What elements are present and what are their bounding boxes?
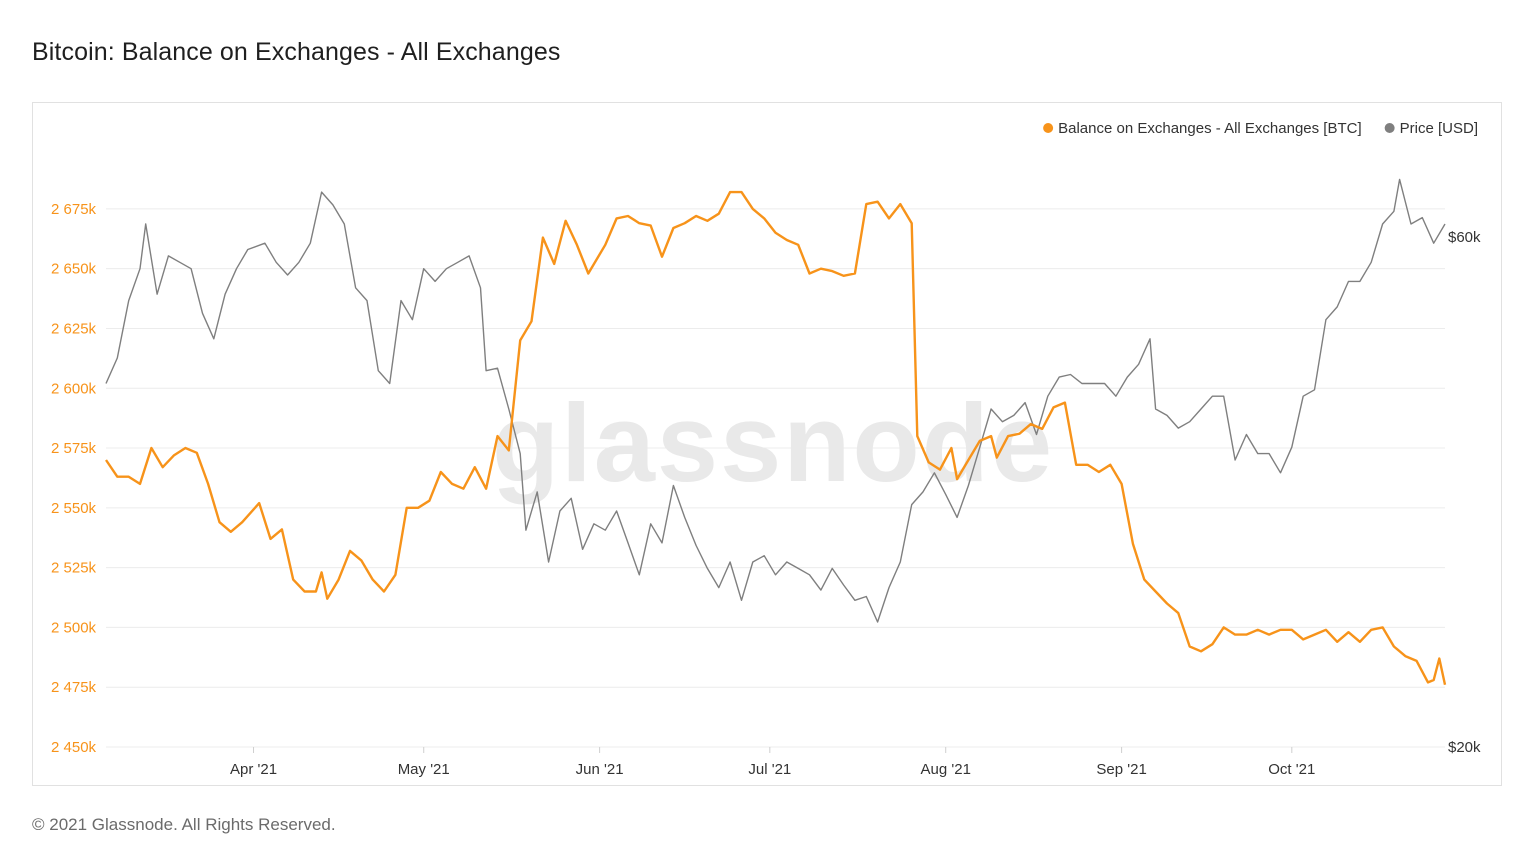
y-tick-label: 2 625k	[51, 320, 97, 337]
chart-grid	[106, 208, 1445, 748]
y-tick-label: 2 550k	[51, 500, 97, 517]
series-lines	[105, 178, 1447, 686]
x-tick-label: May '21	[398, 761, 450, 778]
legend-item-price-label: Price [USD]	[1400, 120, 1478, 137]
y-tick-label: 2 650k	[51, 261, 97, 278]
x-tick-label: Jun '21	[576, 761, 624, 778]
y-tick-label: 2 575k	[51, 440, 97, 457]
legend: Price [USD] Balance on Exchanges - All Ex…	[1043, 120, 1478, 137]
balance-series-line	[105, 190, 1447, 686]
legend-item-balance-label: Balance on Exchanges - All Exchanges [BT…	[1058, 120, 1362, 137]
y-axis-right: $20k $60k	[1448, 229, 1481, 756]
y2-tick-label: $60k	[1448, 229, 1481, 246]
y-tick-label: 2 475k	[51, 679, 97, 696]
y-tick-label: 2 675k	[51, 201, 97, 218]
y2-tick-label: $20k	[1448, 739, 1481, 756]
y-axis-left: 2 450k 2 475k 2 500k 2 525k 2 550k 2 575k 2 60…	[51, 201, 97, 756]
y-tick-label: 2 500k	[51, 619, 97, 636]
chart-svg: glassnode 2 450k 2 475k 2 500k 2 525k 2 550k…	[51, 120, 1481, 778]
x-tick-label: Apr '21	[230, 761, 277, 778]
y-tick-label: 2 450k	[51, 739, 97, 756]
x-tick-label: Jul '21	[748, 761, 791, 778]
watermark: glassnode	[492, 382, 1054, 505]
legend-item-balance-marker	[1043, 123, 1054, 133]
chart-panel: glassnode 2 450k 2 475k 2 500k 2 525k 2 550k…	[32, 102, 1502, 786]
legend-item-price-marker	[1384, 123, 1395, 133]
x-tick-label: Oct '21	[1268, 761, 1315, 778]
y-tick-label: 2 525k	[51, 560, 97, 577]
y-tick-label: 2 600k	[51, 380, 97, 397]
x-tick-label: Aug '21	[921, 761, 971, 778]
x-axis: Apr '21 May '21 Jun '21 Jul '21 Aug '21 Sep '…	[230, 747, 1315, 778]
page-title: Bitcoin: Balance on Exchanges - All Exch…	[32, 38, 561, 66]
copyright-text: © 2021 Glassnode. All Rights Reserved.	[32, 815, 336, 834]
price-series-line	[105, 178, 1446, 623]
x-tick-label: Sep '21	[1096, 761, 1146, 778]
